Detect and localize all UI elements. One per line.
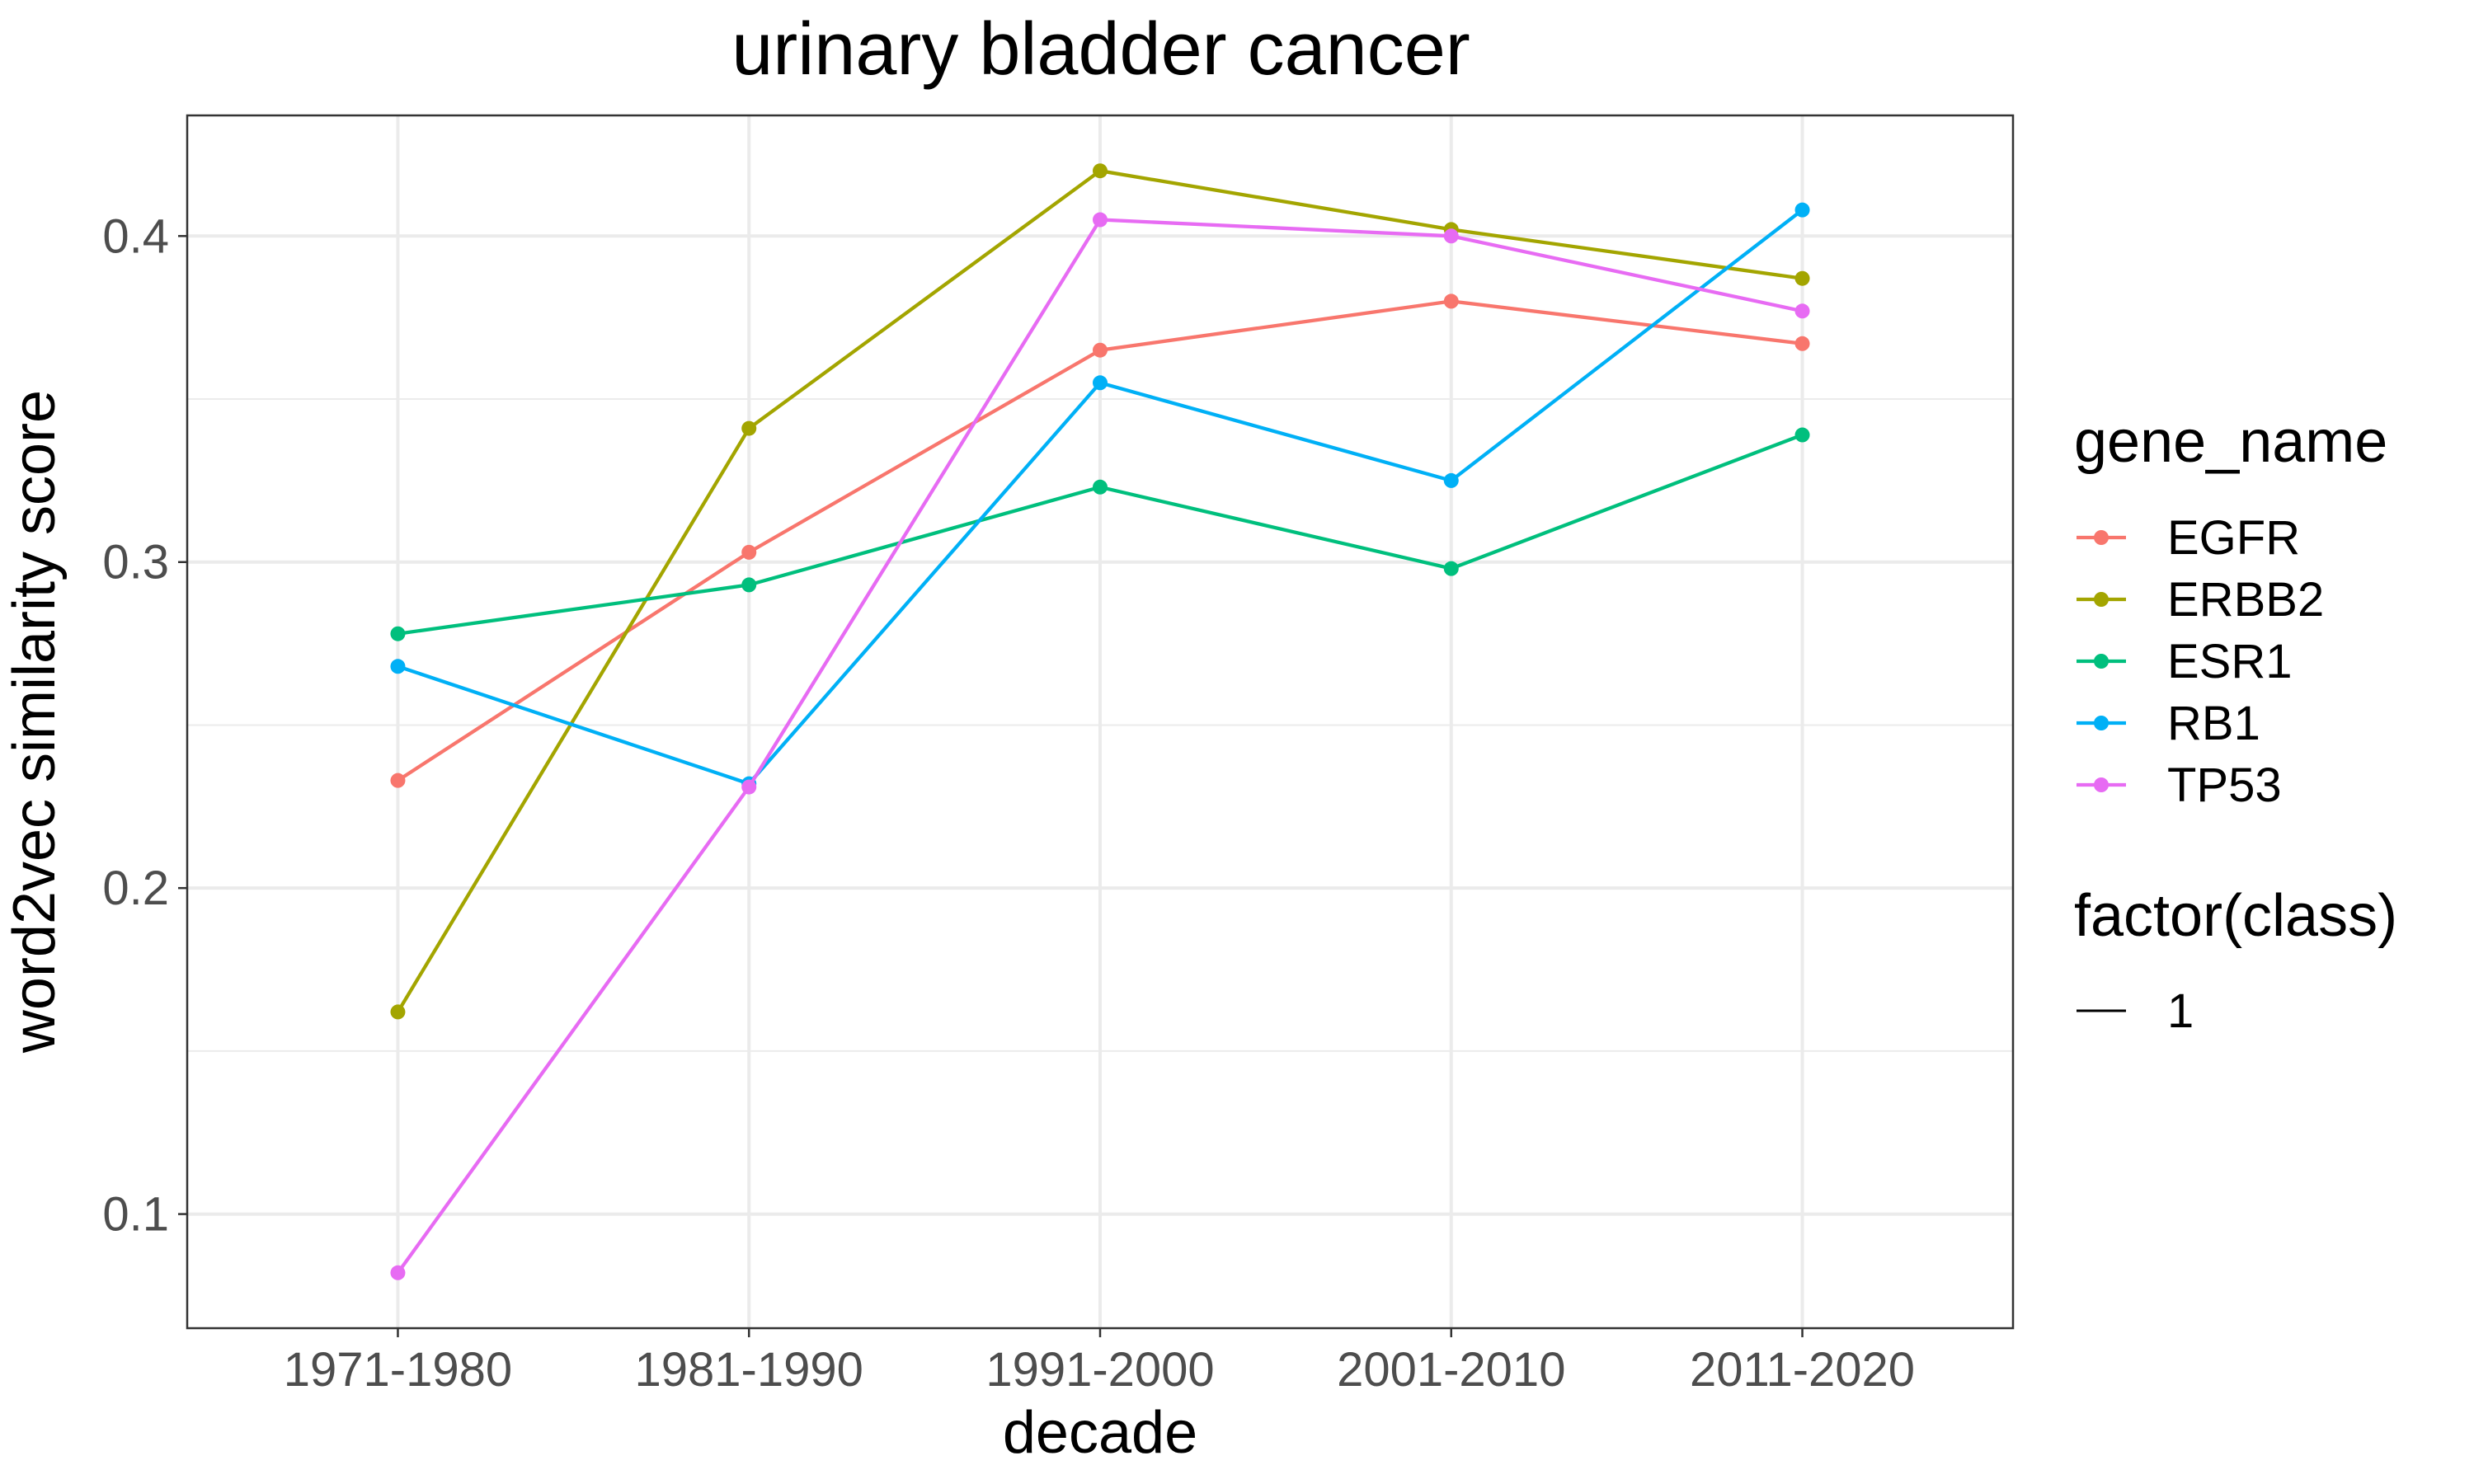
legend-label: RB1 [2167, 697, 2260, 750]
y-axis-label: word2vec similarity score [2, 390, 68, 1054]
data-point [1794, 336, 1810, 351]
legend-key-point [2094, 530, 2109, 545]
data-point [1093, 479, 1108, 495]
series-layer [390, 163, 1810, 1280]
data-point [741, 420, 757, 436]
data-point [1443, 472, 1459, 488]
series-esr1 [390, 427, 1810, 641]
x-tick-label: 2011-2020 [1690, 1343, 1915, 1397]
series-tp53 [390, 212, 1810, 1280]
legend-key-point [2094, 716, 2109, 730]
legend-key-point [2094, 777, 2109, 792]
legend-key-point [2094, 592, 2109, 607]
y-tick-label: 0.4 [102, 209, 169, 263]
y-axis: 0.1 0.2 0.3 0.4 [102, 209, 187, 1242]
data-point [1794, 270, 1810, 286]
y-tick-label: 0.3 [102, 536, 169, 589]
data-point [390, 1265, 406, 1280]
legend-label: EGFR [2167, 511, 2300, 565]
data-point [1443, 294, 1459, 309]
chart-title: urinary bladder cancer [731, 8, 1470, 91]
legend-title-gene-name: gene_name [2074, 409, 2387, 475]
data-point [390, 626, 406, 641]
x-tick-label: 1991-2000 [985, 1343, 1214, 1397]
data-point [1443, 561, 1459, 576]
legend-label: ESR1 [2167, 635, 2293, 688]
data-point [1093, 212, 1108, 228]
legend-label: ERBB2 [2167, 573, 2324, 627]
data-point [390, 773, 406, 788]
legend: gene_name EGFR ERBB2 ESR1 RB1 TP53 factor(clas… [2074, 409, 2397, 1038]
data-point [741, 779, 757, 795]
data-point [741, 544, 757, 560]
legend-key-point [2094, 654, 2109, 669]
x-axis-label: decade [1003, 1400, 1197, 1466]
data-point [1794, 303, 1810, 319]
data-point [1093, 163, 1108, 179]
data-point [741, 577, 757, 593]
data-point [1093, 375, 1108, 391]
y-tick-label: 0.2 [102, 862, 169, 915]
data-point [1093, 342, 1108, 358]
data-point [390, 1004, 406, 1020]
x-axis: 1971-1980 1981-1990 1991-2000 2001-2010 2011… [284, 1328, 1915, 1397]
data-point [390, 659, 406, 674]
x-tick-label: 1981-1990 [635, 1343, 863, 1397]
x-tick-label: 2001-2010 [1337, 1343, 1565, 1397]
x-tick-label: 1971-1980 [284, 1343, 512, 1397]
series-rb1 [390, 202, 1810, 791]
series-egfr [390, 294, 1810, 788]
y-tick-label: 0.1 [102, 1188, 169, 1242]
legend-title-factor-class: factor(class) [2074, 883, 2397, 949]
legend-label: TP53 [2167, 758, 2282, 812]
data-point [1794, 427, 1810, 443]
data-point [1443, 228, 1459, 244]
data-point [1794, 202, 1810, 218]
legend-label: 1 [2167, 984, 2194, 1038]
